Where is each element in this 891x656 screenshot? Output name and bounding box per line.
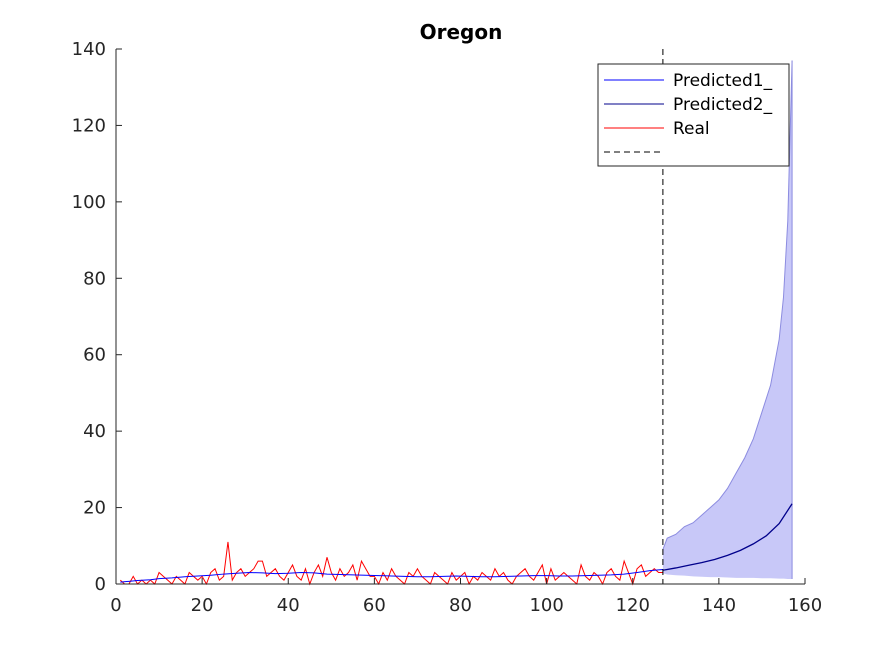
series-line-predicted2 xyxy=(662,503,793,571)
y-tick-label: 140 xyxy=(72,39,106,60)
legend-label: Predicted1_ xyxy=(673,71,773,91)
y-tick-label: 60 xyxy=(83,345,106,366)
x-tick-label: 0 xyxy=(110,595,121,616)
series-line-real xyxy=(119,541,663,586)
x-tick-label: 60 xyxy=(363,595,386,616)
x-tick-label: 40 xyxy=(277,595,300,616)
y-tick-label: 20 xyxy=(83,498,106,519)
legend-box xyxy=(597,63,790,167)
y-tick-label: 0 xyxy=(95,574,106,595)
x-tick-label: 20 xyxy=(191,595,214,616)
x-tick-label: 100 xyxy=(529,595,563,616)
x-tick-label: 80 xyxy=(449,595,472,616)
axes: 0 20 40 60 80 100 120 140 160 0 20 40 60 80 100 120 140 xyxy=(72,39,823,616)
plot-area xyxy=(119,49,793,586)
x-tick-label: 160 xyxy=(788,595,822,616)
y-tick-label: 100 xyxy=(72,192,106,213)
legend: Predicted1_ Predicted2_ Real xyxy=(597,63,790,167)
legend-label: Real xyxy=(673,119,710,139)
x-tick-label: 140 xyxy=(702,595,736,616)
confidence-band xyxy=(662,60,793,580)
y-tick-label: 80 xyxy=(83,268,106,289)
x-tick-label: 120 xyxy=(616,595,650,616)
y-tick-label: 120 xyxy=(72,115,106,136)
legend-label: Predicted2_ xyxy=(673,95,773,115)
confidence-band-upper-edge xyxy=(662,60,793,550)
series-line-predicted1 xyxy=(120,568,663,583)
chart-title: Oregon xyxy=(420,20,503,44)
y-tick-label: 40 xyxy=(83,421,106,442)
